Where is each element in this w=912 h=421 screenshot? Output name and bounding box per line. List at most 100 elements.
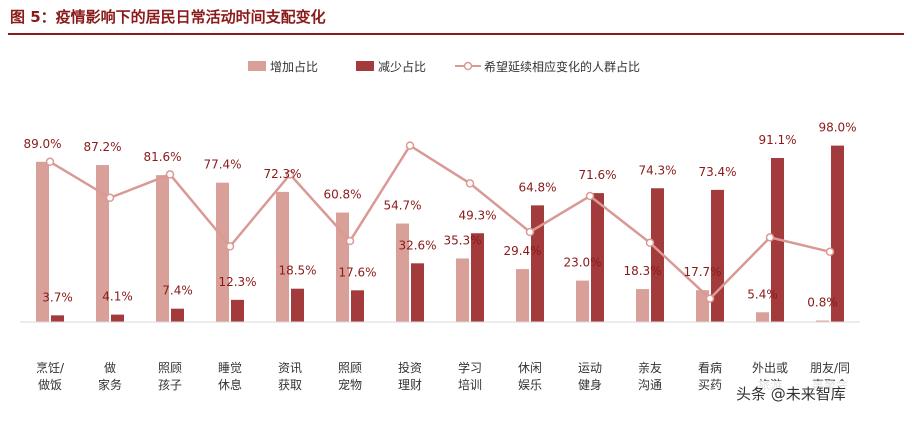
line-point-2: [165, 170, 175, 179]
x-tick-label-8-1: 娱乐: [518, 378, 542, 392]
line-point-13: [825, 247, 835, 257]
legend-swatch-decrease: [356, 61, 374, 71]
x-tick-label-12-0: 外出或: [752, 361, 788, 375]
data-labels: 89.0% 3.7% 87.2% 4.1% 81.6% 7.4% 77.4% 12.3% 72.…: [23, 121, 856, 310]
figure-title: 图 5：疫情影响下的居民日常活动时间支配变化: [10, 8, 326, 26]
bar-increase-10: [636, 289, 649, 322]
bar-increase-8: [516, 269, 529, 322]
label-decrease-12: 91.1%: [758, 133, 796, 147]
legend: 增加占比 减少占比 希望延续相应变化的人群占比: [248, 59, 640, 74]
bar-increase-11: [696, 290, 709, 322]
bar-increase-0: [36, 161, 49, 322]
x-tick-label-0-1: 做饭: [38, 377, 62, 392]
label-decrease-1: 4.1%: [102, 290, 133, 304]
label-decrease-2: 7.4%: [162, 284, 193, 298]
bar-decrease-11: [711, 189, 724, 322]
line-point-10: [645, 238, 655, 248]
continue-line: [49, 143, 831, 301]
x-tick-label-2-1: 孩子: [158, 378, 182, 392]
label-decrease-10: 74.3%: [638, 163, 676, 177]
label-increase-8: 29.4%: [503, 244, 541, 258]
bar-increase-4: [276, 191, 289, 322]
line-point-11: [705, 294, 715, 303]
bar-decrease-2: [171, 308, 184, 322]
watermark: 头条 @未来智库: [730, 381, 852, 406]
bar-decrease-9: [591, 193, 604, 322]
label-decrease-6: 32.6%: [398, 238, 436, 252]
line-point-5: [345, 236, 355, 246]
label-decrease-3: 12.3%: [218, 275, 256, 289]
x-tick-label-8-0: 休闲: [518, 361, 542, 375]
bar-decrease-7: [471, 233, 484, 322]
bar-decrease-6: [411, 263, 424, 322]
bar-decrease-13: [831, 145, 844, 322]
x-tick-label-7-0: 学习: [458, 360, 482, 375]
label-increase-12: 5.4%: [747, 287, 778, 301]
line-point-9: [585, 191, 595, 201]
bar-increase-7: [456, 258, 469, 322]
bar-increase-2: [156, 175, 169, 322]
label-increase-1: 87.2%: [83, 140, 121, 154]
bar-decrease-3: [231, 299, 244, 322]
title-divider: [8, 33, 904, 35]
bar-increase-12: [756, 312, 769, 322]
bar-increase-3: [216, 182, 229, 322]
legend-swatch-increase: [248, 61, 266, 71]
x-tick-label-5-0: 照顾: [338, 361, 362, 375]
legend-label-increase: 增加占比: [270, 59, 318, 74]
legend-label-decrease: 减少占比: [378, 59, 426, 74]
x-tick-label-2-0: 照顾: [158, 361, 182, 375]
label-increase-3: 77.4%: [203, 158, 241, 172]
label-increase-0: 89.0%: [23, 137, 61, 151]
x-tick-label-5-1: 宠物: [338, 377, 362, 392]
line-point-6: [405, 141, 415, 150]
x-tick-label-3-1: 休息: [218, 377, 242, 392]
bar-increase-1: [96, 165, 109, 322]
label-decrease-0: 3.7%: [42, 290, 73, 304]
x-tick-label-3-0: 睡觉: [218, 361, 242, 375]
line-point-3: [225, 242, 235, 251]
legend-label-line: 希望延续相应变化的人群占比: [484, 59, 640, 74]
label-increase-9: 23.0%: [563, 256, 601, 270]
x-tick-label-6-0: 投资: [398, 360, 422, 375]
x-tick-label-0-0: 烹饪/: [36, 360, 65, 375]
label-increase-2: 81.6%: [143, 150, 181, 164]
label-increase-6: 54.7%: [383, 199, 421, 213]
x-tick-label-11-0: 看病: [698, 360, 722, 375]
x-tick-label-4-1: 获取: [278, 378, 302, 392]
bar-decrease-5: [351, 290, 364, 322]
label-decrease-4: 18.5%: [278, 264, 316, 278]
line-point-1: [105, 193, 115, 203]
label-increase-11: 17.7%: [683, 265, 721, 279]
label-increase-4: 72.3%: [263, 167, 301, 181]
legend-marker-line: [463, 61, 473, 71]
x-tick-label-11-1: 买药: [698, 378, 722, 392]
line-point-12: [765, 233, 775, 242]
bar-decrease-10: [651, 188, 664, 322]
x-tick-label-13-0: 朋友/同: [810, 361, 850, 375]
label-decrease-13: 98.0%: [818, 121, 856, 135]
label-decrease-5: 17.6%: [338, 265, 376, 279]
x-tick-label-1-1: 家务: [98, 377, 122, 392]
x-tick-label-4-0: 资讯: [278, 361, 302, 375]
label-decrease-8: 64.8%: [518, 180, 556, 194]
x-tick-label-7-1: 培训: [458, 377, 482, 392]
label-decrease-11: 73.4%: [698, 165, 736, 179]
x-tick-label-10-1: 沟通: [638, 378, 662, 392]
label-increase-10: 18.3%: [623, 264, 661, 278]
x-tick-label-6-1: 理财: [398, 378, 422, 392]
x-tick-label-9-1: 健身: [578, 377, 602, 392]
label-decrease-7: 49.3%: [458, 208, 496, 222]
line-point-8: [525, 227, 535, 237]
label-increase-13: 0.8%: [807, 296, 838, 310]
bar-decrease-1: [111, 314, 124, 322]
line-point-4: [285, 170, 295, 179]
label-decrease-9: 71.6%: [578, 168, 616, 182]
x-tick-label-1-0: 做: [104, 360, 116, 375]
label-increase-7: 35.3%: [443, 233, 481, 247]
continue-line-markers: [45, 141, 835, 303]
line-point-0: [45, 157, 55, 167]
bar-decrease-0: [51, 315, 64, 322]
